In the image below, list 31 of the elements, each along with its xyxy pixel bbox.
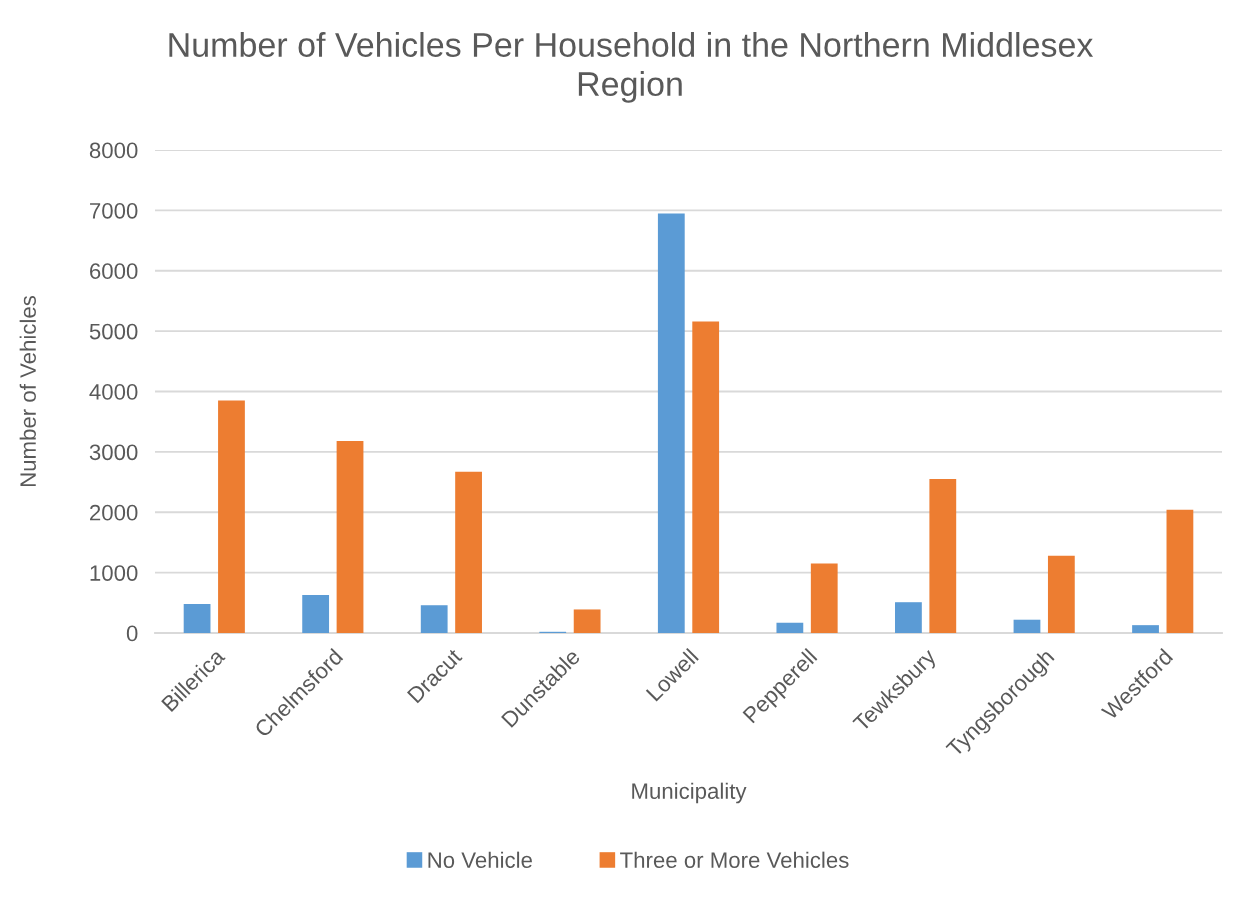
- chart-title: Number of Vehicles Per Household in the Northern Middlesex Region: [169, 32, 1094, 103]
- y-tick-label: 4000: [89, 384, 138, 400]
- bar: [929, 479, 957, 633]
- y-tick-label: 2000: [90, 504, 138, 521]
- bar: [336, 441, 364, 633]
- bar: [302, 594, 330, 633]
- bar: [455, 471, 482, 633]
- x-axis-title: Municipality: [632, 782, 747, 804]
- bar: [183, 604, 211, 633]
- bar: [1013, 619, 1041, 633]
- y-tick-label: 5000: [89, 323, 138, 340]
- y-axis-title: Number of Vehicles: [19, 295, 36, 487]
- y-tick-label: 3000: [89, 444, 138, 461]
- bar: [810, 563, 838, 633]
- bar: [1132, 625, 1159, 633]
- bar: [218, 400, 245, 633]
- bar: [776, 622, 804, 633]
- bar: [573, 609, 601, 633]
- bar: [657, 213, 685, 633]
- y-tick-label: 1000: [90, 565, 138, 581]
- legend-label: No Vehicle: [428, 851, 532, 868]
- bar: [1047, 555, 1075, 633]
- bar: [692, 321, 720, 633]
- bar: [895, 602, 922, 633]
- bar: [1166, 509, 1194, 633]
- y-tick-label: 6000: [90, 263, 138, 280]
- y-tick-label: 0: [126, 625, 138, 642]
- bar: [420, 605, 448, 633]
- legend-label: Three or More Vehicles: [620, 851, 849, 868]
- y-tick-label: 7000: [90, 202, 138, 219]
- y-tick-label: 8000: [89, 142, 138, 159]
